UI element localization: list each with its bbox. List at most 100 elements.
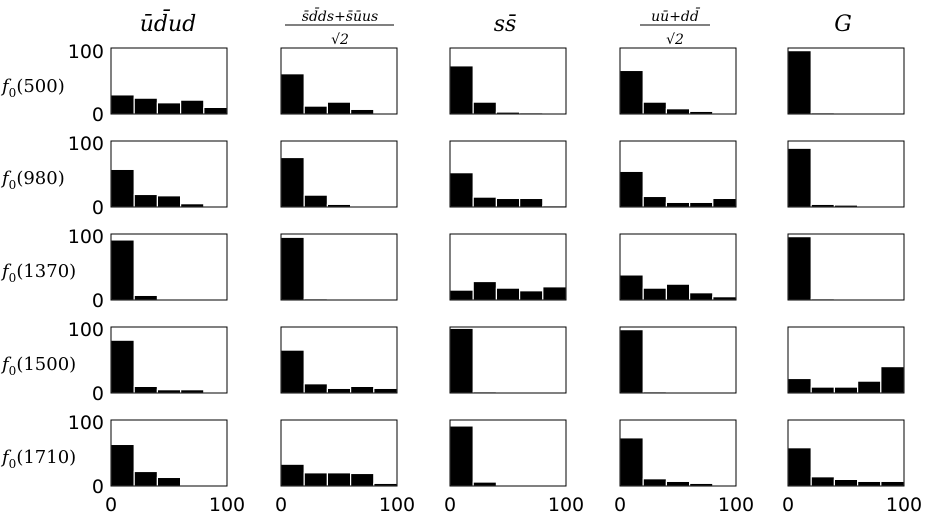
x-tick-col2-left: 0 — [275, 494, 287, 514]
panel-r3-c5 — [787, 233, 905, 301]
bar-r4-c5-b4 — [856, 380, 882, 394]
panel-r5-c4 — [619, 419, 737, 487]
col-title-2-numerator: s̄d̄ds+s̄ūus — [302, 7, 378, 25]
y-tick-row2-bottom: 0 — [92, 197, 104, 219]
bar-r2-c4-b2 — [642, 195, 668, 208]
bar-r1-c5-b1 — [787, 50, 812, 115]
bar-r4-c2-b1 — [280, 349, 305, 394]
bar-r5-c3-b1 — [449, 425, 474, 487]
bar-r4-c2-b2 — [303, 383, 329, 394]
y-tick-row5-top: 100 — [68, 412, 104, 434]
bar-r5-c5-b1 — [787, 447, 812, 487]
panel-frame-r5-c5 — [787, 419, 905, 487]
x-axis-ticks: 0 100 0 100 0 100 0 100 0 100 — [105, 494, 922, 514]
row-label-5: f0(1710) — [0, 447, 76, 471]
panel-frame-r4-c5 — [787, 326, 905, 394]
bar-r2-c4-b5 — [712, 197, 737, 208]
bar-r5-c3-b2 — [472, 481, 498, 487]
col-title-5: G — [834, 12, 852, 37]
bar-r1-c2-b3 — [326, 101, 352, 115]
bar-r3-c2-b1 — [280, 236, 305, 301]
panel-frame-r2-c1 — [110, 140, 228, 208]
x-tick-col4-left: 0 — [614, 494, 626, 514]
bar-r3-c4-b1 — [619, 274, 644, 301]
y-tick-row4-bottom: 0 — [92, 383, 104, 405]
panel-frame-r2-c4 — [619, 140, 737, 208]
panel-frame-r4-c2 — [280, 326, 398, 394]
panel-r3-c4 — [619, 233, 737, 301]
bar-r1-c4-b3 — [665, 108, 691, 115]
bar-r4-c5-b1 — [787, 377, 812, 394]
bar-r2-c1-b2 — [133, 193, 158, 208]
bar-r3-c5-b1 — [787, 236, 812, 301]
bar-r2-c5-b1 — [787, 147, 812, 208]
panel-frame-r1-c3 — [449, 47, 567, 115]
panel-r2-c2 — [280, 140, 398, 208]
panel-frame-r5-c2 — [280, 419, 398, 487]
bar-r3-c1-b1 — [110, 239, 135, 301]
panel-frame-r4-c3 — [449, 326, 567, 394]
bar-r2-c3-b3 — [495, 197, 521, 208]
bar-r2-c4-b4 — [688, 201, 714, 208]
panel-frame-r2-c3 — [449, 140, 567, 208]
bar-r4-c2-b3 — [326, 387, 352, 394]
bar-r1-c2-b2 — [303, 105, 329, 115]
y-tick-row3-bottom: 0 — [92, 290, 104, 312]
bar-r1-c1-b2 — [133, 97, 158, 115]
y-tick-row1-bottom: 0 — [92, 104, 104, 126]
panel-frame-r5-c3 — [449, 419, 567, 487]
bar-r1-c1-b5 — [203, 106, 228, 115]
panel-frame-r3-c3 — [449, 233, 567, 301]
bar-r5-c4-b3 — [665, 480, 691, 487]
x-tick-col4-right: 100 — [718, 494, 754, 514]
x-tick-col3-left: 0 — [444, 494, 456, 514]
x-tick-col3-right: 100 — [548, 494, 584, 514]
bar-r2-c3-b1 — [449, 172, 474, 208]
panel-r4-c5 — [787, 326, 905, 394]
row-labels: f0(500) f0(980) f0(1370) f0(1500) f0(171… — [0, 76, 76, 471]
y-tick-row4-top: 100 — [68, 319, 104, 341]
bar-r5-c4-b1 — [619, 437, 644, 487]
panel-frame-r2-c5 — [787, 140, 905, 208]
panel-r4-c2 — [280, 326, 398, 394]
x-tick-col1-left: 0 — [105, 494, 117, 514]
bar-r3-c3-b2 — [472, 280, 498, 301]
panel-frame-r4-c1 — [110, 326, 228, 394]
bar-r4-c2-b4 — [350, 385, 375, 394]
col-title-2-denominator: √2 — [331, 32, 349, 48]
bar-r4-c1-b2 — [133, 385, 158, 394]
panel-r4-c1 — [110, 326, 228, 394]
panel-frame-r4-c4 — [619, 326, 737, 394]
bar-r1-c1-b1 — [110, 94, 135, 115]
bar-r1-c3-b2 — [472, 101, 498, 115]
panel-r5-c5 — [787, 419, 905, 487]
y-tick-row2-top: 100 — [68, 133, 104, 155]
bar-r5-c5-b2 — [810, 476, 836, 487]
panel-frame-r1-c4 — [619, 47, 737, 115]
bar-r2-c1-b3 — [156, 195, 182, 208]
panel-frame-r1-c1 — [110, 47, 228, 115]
bar-r3-c3-b4 — [518, 290, 544, 301]
col-title-1: ūd̄ud — [140, 9, 197, 37]
bar-r3-c3-b3 — [495, 287, 521, 301]
panel-r3-c2 — [280, 233, 398, 301]
col-title-4: uū+dd̄ √2 — [640, 7, 710, 48]
bar-r5-c5-b3 — [833, 478, 859, 487]
bar-r5-c2-b2 — [303, 472, 329, 487]
bar-r5-c2-b1 — [280, 463, 305, 487]
row-label-4: f0(1500) — [0, 354, 76, 378]
bar-r5-c2-b3 — [326, 472, 352, 487]
bar-r4-c2-b5 — [373, 387, 398, 394]
panel-r2-c3 — [449, 140, 567, 208]
bar-r2-c3-b2 — [472, 196, 498, 208]
bar-r2-c1-b1 — [110, 168, 135, 208]
bar-r2-c4-b3 — [665, 201, 691, 208]
panel-r3-c3 — [449, 233, 567, 301]
bar-r4-c5-b2 — [810, 386, 836, 394]
bar-r1-c3-b1 — [449, 65, 474, 115]
row-label-3: f0(1370) — [0, 261, 76, 285]
bar-r2-c4-b1 — [619, 170, 644, 208]
panel-r1-c4 — [619, 47, 737, 115]
bar-r5-c2-b4 — [350, 472, 375, 487]
y-axis-ticks: 100 0 100 0 100 0 100 0 100 0 — [68, 41, 104, 498]
